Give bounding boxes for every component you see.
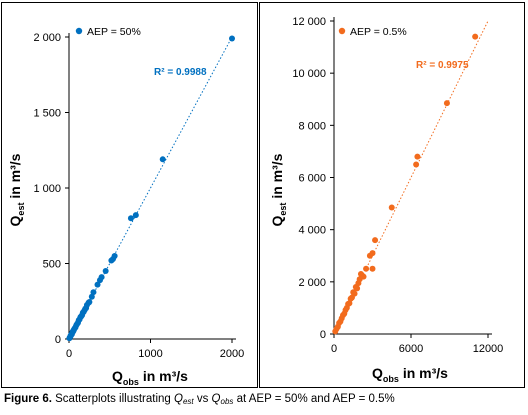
x-tick-label: 6000: [399, 343, 423, 355]
legend: AEP = 50%: [75, 26, 141, 38]
y-tick-label: 6 000: [298, 173, 326, 185]
trendline: [68, 36, 233, 340]
caption-text-3: at AEP = 50% and AEP = 0.5%: [233, 393, 395, 405]
data-point: [413, 161, 420, 168]
x-tick-label: 0: [331, 343, 337, 355]
panel-right-frame: [259, 2, 525, 388]
legend-marker: [338, 27, 346, 35]
data-point: [102, 268, 109, 275]
data-point: [88, 293, 95, 300]
x-tick-label: 1000: [138, 348, 162, 360]
x-tick-label: 12000: [473, 343, 504, 355]
data-point: [159, 156, 166, 163]
y-axis-label: Qest in m³/s: [269, 153, 288, 226]
panel-left-frame: [1, 2, 258, 388]
caption-q-est: Q: [174, 393, 183, 405]
x-tick-label: 0: [66, 348, 72, 360]
caption-text-2: vs: [193, 393, 212, 405]
data-point: [369, 265, 376, 272]
y-tick-label: 0: [55, 334, 61, 346]
data-point: [363, 265, 370, 272]
data-point: [443, 100, 450, 107]
data-point: [98, 274, 105, 281]
legend-label: AEP = 0.5%: [350, 26, 407, 38]
r-squared-label: R² = 0.9975: [416, 60, 469, 71]
data-point: [369, 250, 376, 257]
chart-right: 0 2 000 4 000 6 000 8 000 10 000 12 000 0 6000 12…: [269, 16, 503, 384]
data-point: [388, 204, 395, 211]
data-point: [127, 215, 134, 222]
data-point: [86, 299, 93, 306]
y-tick-label: 10 000: [292, 68, 326, 80]
y-tick-label: 500: [43, 259, 61, 271]
legend-label: AEP = 50%: [87, 26, 141, 38]
legend: AEP = 0.5%: [338, 26, 407, 38]
y-axis-label: Qest in m³/s: [7, 153, 26, 226]
data-point: [354, 285, 361, 292]
data-point: [111, 252, 118, 259]
x-axis-label: Qobs in m³/s: [372, 365, 448, 384]
y-tick-label: 2 000: [33, 32, 61, 44]
data-point: [472, 33, 479, 40]
y-tick-label: 4 000: [298, 225, 326, 237]
y-tick-label: 12 000: [292, 16, 326, 28]
y-tick-label: 2 000: [298, 277, 326, 289]
trendline: [333, 20, 489, 335]
y-tick-label: 1 500: [33, 108, 61, 120]
data-point: [351, 290, 358, 297]
caption-q-obs: Q: [211, 393, 221, 405]
r-squared-label: R² = 0.9988: [154, 67, 207, 78]
y-tick-label: 1 000: [33, 183, 61, 195]
caption-q-obs-sub: obs: [220, 397, 234, 406]
x-tick-label: 2000: [220, 348, 244, 360]
legend-marker: [75, 27, 83, 35]
y-tick-label: 0: [320, 329, 326, 341]
data-point: [414, 153, 421, 160]
data-point: [90, 289, 97, 296]
caption-q-est-sub: est: [182, 397, 194, 406]
data-point: [229, 35, 235, 42]
data-point: [94, 281, 101, 288]
figure-caption: Figure 6. Scatterplots illustrating Qest…: [4, 393, 524, 406]
y-tick-label: 8 000: [298, 120, 326, 132]
x-axis-label: Qobs in m³/s: [112, 368, 188, 387]
caption-text-1: Scatterplots illustrating: [51, 393, 175, 405]
caption-label: Figure 6.: [4, 393, 52, 405]
data-point: [360, 273, 367, 280]
data-point: [372, 237, 379, 244]
data-point: [132, 212, 139, 219]
